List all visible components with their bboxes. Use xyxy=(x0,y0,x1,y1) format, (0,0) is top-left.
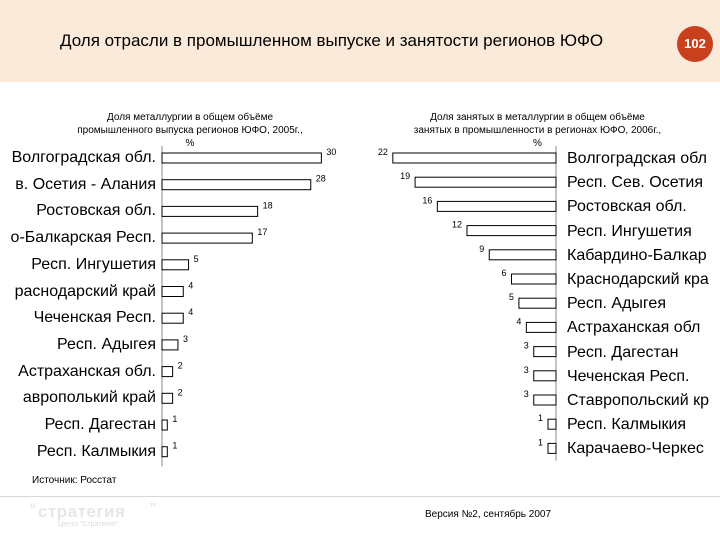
right-bar-value-label: 22 xyxy=(378,147,388,157)
right-bar xyxy=(511,273,557,285)
left-category-label: Чеченская Респ. xyxy=(33,309,156,327)
left-category-label: в. Осетия - Алания xyxy=(15,175,156,193)
right-bar xyxy=(547,442,557,454)
left-bar xyxy=(161,392,174,404)
left-bar xyxy=(161,286,184,297)
left-bar xyxy=(161,205,259,217)
left-bar xyxy=(161,366,174,378)
left-bar-value-label: 2 xyxy=(178,387,183,397)
right-bar xyxy=(525,321,557,333)
left-chart-title-line: Доля металлургии в общем объёме xyxy=(106,112,274,123)
right-chart-title-line: Доля занятых в металлургии в общем объём… xyxy=(430,112,645,123)
right-bar xyxy=(533,370,557,382)
right-chart-title-line: % xyxy=(533,138,542,149)
left-bar-value-label: 28 xyxy=(316,174,326,184)
right-bar-value-label: 12 xyxy=(452,220,462,230)
right-chart-title: Доля занятых в металлургии в общем объём… xyxy=(375,111,700,150)
page-number-badge: 102 xyxy=(677,26,713,62)
left-category-label: Респ. Дагестан xyxy=(44,416,156,433)
right-category-label: Карачаево-Черкес xyxy=(567,440,704,458)
right-category-label: Респ. Сев. Осетия xyxy=(567,174,704,192)
right-category-label: Краснодарский кра xyxy=(567,271,709,288)
left-bar xyxy=(161,446,168,458)
right-bar xyxy=(518,297,557,309)
right-bar-value-label: 1 xyxy=(538,413,543,423)
left-bar-value-label: 4 xyxy=(188,307,193,317)
right-bar-value-label: 5 xyxy=(509,292,514,302)
left-chart-title-line: % xyxy=(185,138,195,149)
left-category-label: о-Балкарская Респ. xyxy=(10,229,156,247)
left-bar xyxy=(161,259,190,271)
right-bar xyxy=(533,394,557,406)
header-band xyxy=(0,0,720,82)
left-bar xyxy=(161,312,184,324)
left-category-label: Ростовская обл. xyxy=(36,202,156,220)
right-bar xyxy=(547,418,557,430)
right-bar xyxy=(533,346,557,358)
company-logo: стратегия xyxy=(38,502,126,521)
right-bar-value-label: 3 xyxy=(524,365,529,375)
left-category-label: Респ. Ингушетия xyxy=(31,255,156,273)
right-bar-value-label: 4 xyxy=(516,316,521,326)
footer-divider xyxy=(0,496,720,497)
right-bar-value-label: 3 xyxy=(524,389,529,399)
right-bar xyxy=(414,176,557,188)
right-category-label: Респ. Дагестан xyxy=(567,343,679,361)
version-note: Версия №2, сентябрь 2007 xyxy=(425,509,552,520)
left-category-label: Респ. Адыгея xyxy=(57,335,156,353)
right-category-label: Ростовская обл. xyxy=(567,198,687,216)
left-bar-value-label: 3 xyxy=(183,334,188,344)
left-bar-value-label: 4 xyxy=(188,281,193,291)
left-category-label: раснодарский край xyxy=(14,282,156,300)
right-bar xyxy=(488,249,557,261)
left-category-label: Волгоградская обл. xyxy=(11,149,156,166)
left-bar-value-label: 5 xyxy=(194,254,199,264)
right-category-label: Кабардино-Балкар xyxy=(567,246,707,264)
right-category-label: Волгоградская обл xyxy=(567,150,707,167)
left-bar-value-label: 17 xyxy=(257,227,267,237)
left-bar xyxy=(161,179,312,191)
left-chart-title-line: промышленного выпуска регионов ЮФО, 2005… xyxy=(77,125,303,136)
company-logo-subtitle: Центр "Стратегия" xyxy=(58,521,119,528)
right-bar-value-label: 6 xyxy=(501,268,506,278)
right-chart-title-line: занятых в промышленности в регионах ЮФО,… xyxy=(413,125,662,136)
left-category-label: аврополький край xyxy=(22,389,156,407)
right-category-label: Чеченская Респ. xyxy=(567,367,690,385)
left-category-label: Респ. Калмыкия xyxy=(36,442,156,460)
right-category-label: Респ. Адыгея xyxy=(567,295,666,313)
right-bar-value-label: 19 xyxy=(400,171,410,181)
logo-quote-open: “ xyxy=(30,500,36,520)
left-bar-value-label: 1 xyxy=(172,414,177,424)
source-note: Источник: Росстат xyxy=(32,475,117,486)
left-bar-value-label: 1 xyxy=(172,441,177,451)
right-bar xyxy=(466,225,557,237)
left-chart-title: Доля металлургии в общем объёме промышле… xyxy=(40,111,340,150)
right-bar-value-label: 1 xyxy=(538,437,543,447)
right-category-label: Астраханская обл xyxy=(567,319,701,337)
right-bar-value-label: 9 xyxy=(479,244,484,254)
logo-quote-close: ” xyxy=(150,500,156,520)
left-bar xyxy=(161,419,168,431)
left-bar xyxy=(161,232,253,244)
left-bar-value-label: 18 xyxy=(263,200,273,210)
right-category-label: Ставропольский кр xyxy=(567,392,709,409)
right-bar xyxy=(392,152,557,164)
left-bar-value-label: 2 xyxy=(178,361,183,371)
left-bar-value-label: 30 xyxy=(326,147,336,157)
right-category-label: Респ. Ингушетия xyxy=(567,222,692,240)
right-bar-value-label: 3 xyxy=(524,341,529,351)
page-title: Доля отрасли в промышленном выпуске и за… xyxy=(60,31,604,50)
right-category-label: Респ. Калмыкия xyxy=(567,416,687,434)
left-bar xyxy=(161,339,179,351)
right-bar-value-label: 16 xyxy=(422,195,432,205)
right-bar xyxy=(436,200,557,212)
left-category-label: Астраханская обл. xyxy=(18,362,156,380)
left-bar xyxy=(161,152,322,164)
